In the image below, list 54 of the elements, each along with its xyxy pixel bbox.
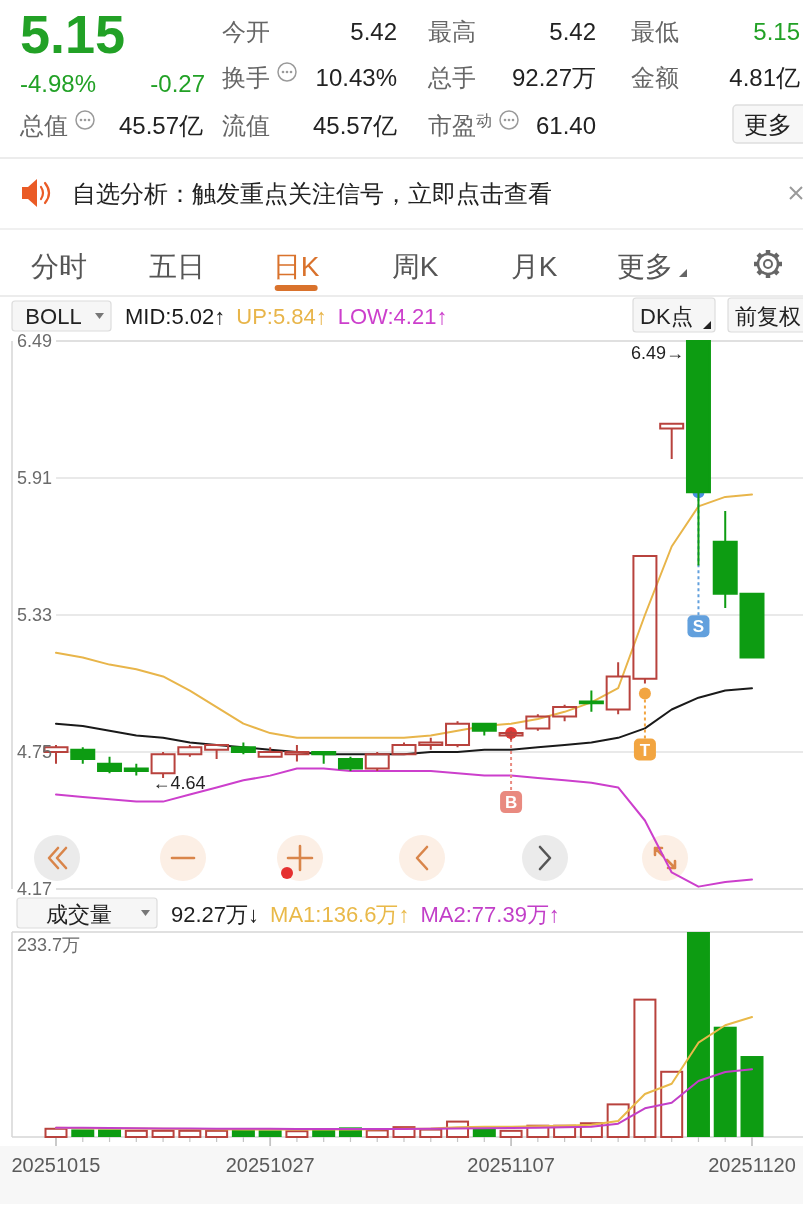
text: 最低: [631, 18, 679, 45]
text: 分时: [31, 251, 87, 282]
text: 换手: [222, 64, 270, 91]
y-tick-label: 5.91: [17, 468, 53, 489]
text: 总手: [427, 64, 476, 91]
y-tick-label: 5.33: [17, 605, 53, 626]
text: DK点: [640, 304, 693, 329]
y-tick-label: 4.17: [17, 879, 53, 900]
text: LOW:4.21↑: [337, 304, 448, 329]
text: 92.27万↓: [171, 902, 260, 927]
annotation: T: [639, 740, 651, 760]
text: 45.57亿: [312, 112, 397, 139]
x-tick-label: 20251107: [467, 1154, 555, 1176]
text: 今开: [222, 18, 270, 45]
text: 61.40: [535, 112, 596, 139]
x-tick-label: 20251027: [225, 1154, 315, 1176]
annotation: 233.7万: [17, 935, 81, 955]
x-tick-label: 20251120: [708, 1154, 796, 1176]
text: MA1:136.6万↑: [270, 902, 410, 927]
text: 45.57亿: [118, 112, 203, 139]
text: 金额: [631, 64, 679, 91]
text: MA2:77.39万↑: [420, 902, 560, 927]
text: 5.15: [20, 4, 126, 64]
text: 更多: [617, 251, 673, 282]
text: 92.27万: [511, 64, 596, 91]
text: 10.43%: [315, 64, 397, 91]
text: 前复权: [735, 304, 801, 329]
text: 自选分析：触发重点关注信号，立即点击查看: [72, 180, 552, 207]
x-tick-label: 20251015: [11, 1154, 101, 1176]
text: 市盈$^{动}$: [428, 111, 492, 139]
text: MID:5.02↑: [125, 304, 226, 329]
text: 5.15: [753, 18, 800, 45]
text: 总值: [19, 112, 68, 139]
text: 日K: [272, 251, 320, 282]
y-tick-label: 4.75: [17, 742, 53, 763]
text: 五日: [149, 251, 205, 282]
text: 更多: [744, 111, 792, 138]
annotation: S: [692, 617, 705, 637]
chart-title: 成交量: [46, 902, 112, 927]
text: UP:5.84↑: [236, 304, 327, 329]
text: 5.42: [549, 18, 596, 45]
text: 流值: [222, 112, 270, 139]
chart-title: BOLL: [25, 304, 82, 329]
text: 4.81亿: [729, 64, 800, 91]
text: 5.42: [350, 18, 397, 45]
text: 月K: [510, 251, 558, 282]
annotation: 6.49→: [630, 343, 684, 363]
text: -4.98%: [20, 70, 97, 97]
text: 周K: [391, 251, 439, 282]
text: 最高: [428, 18, 476, 45]
y-tick-label: 6.49: [17, 331, 53, 352]
text: -0.27: [150, 70, 205, 97]
annotation: B: [504, 793, 518, 813]
annotation: ←4.64: [152, 772, 206, 793]
